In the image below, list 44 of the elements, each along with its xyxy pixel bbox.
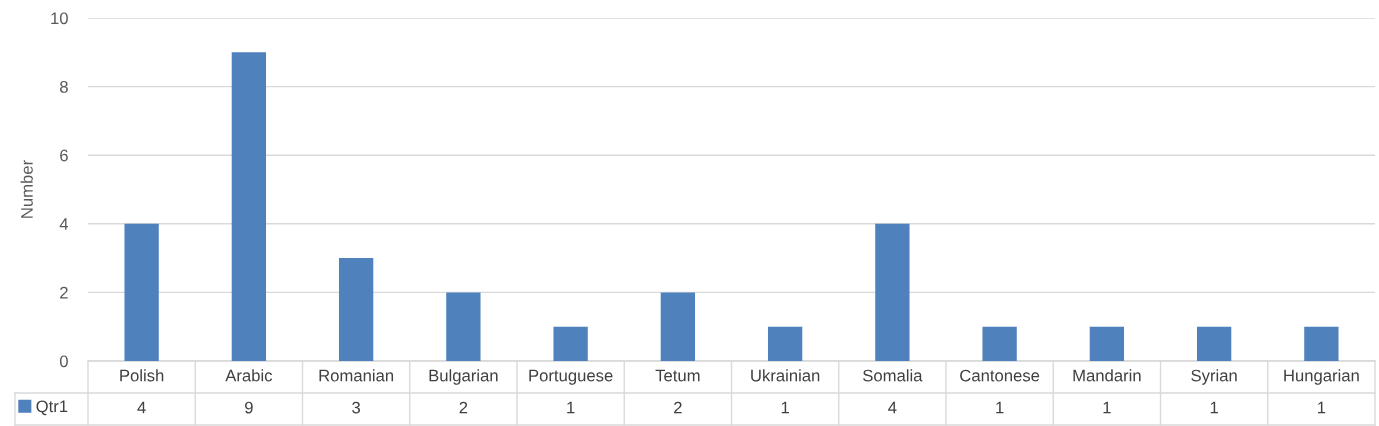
bar [1089, 326, 1125, 361]
x-tick-label: Ukrainian [751, 369, 820, 382]
x-tick-label: Bulgarian [429, 369, 498, 385]
data-label: 1 [781, 401, 789, 414]
x-tick-label: Hungarian [1284, 369, 1359, 385]
bar [338, 258, 374, 361]
x-tick-label: Cantonese [960, 369, 1040, 382]
x-tick-label: Romanian [319, 369, 394, 382]
x-tick-label: Somalia [863, 369, 923, 382]
bar [124, 223, 159, 361]
y-tick-label: 10 [51, 12, 68, 25]
data-label: 1 [1210, 401, 1218, 414]
y-tick-label: 2 [60, 286, 68, 299]
bar [446, 292, 481, 361]
y-axis-title: Number [20, 160, 33, 218]
bar [660, 292, 696, 361]
data-label: 2 [674, 401, 682, 414]
x-tick-label: Polish [120, 369, 164, 382]
data-label: 1 [1318, 401, 1326, 414]
y-tick-label: 0 [59, 355, 68, 368]
x-tick-label: Tetum [655, 369, 700, 382]
bar [1196, 326, 1232, 361]
x-tick-label: Arabic [225, 369, 273, 382]
y-tick-label: 8 [60, 81, 68, 93]
data-label: 1 [996, 401, 1004, 414]
data-label: 9 [245, 401, 253, 414]
data-label: 2 [459, 401, 468, 414]
bar [875, 223, 910, 361]
data-label: 4 [888, 401, 897, 414]
bar [1304, 326, 1339, 361]
y-tick-label: 4 [59, 218, 69, 230]
x-tick-label: Mandarin [1073, 369, 1141, 382]
bar [231, 52, 267, 361]
data-label: 3 [352, 401, 361, 414]
data-label: 1 [1103, 401, 1111, 414]
legend-label: Qtr1 [36, 400, 68, 416]
data-label: 1 [567, 401, 575, 414]
bar [553, 326, 588, 361]
bar [767, 326, 803, 361]
x-tick-label: Syrian [1191, 369, 1237, 385]
y-tick-label: 6 [60, 149, 68, 162]
bar [982, 326, 1017, 361]
x-tick-label: Portuguese [529, 369, 613, 385]
data-label: 4 [137, 401, 146, 414]
